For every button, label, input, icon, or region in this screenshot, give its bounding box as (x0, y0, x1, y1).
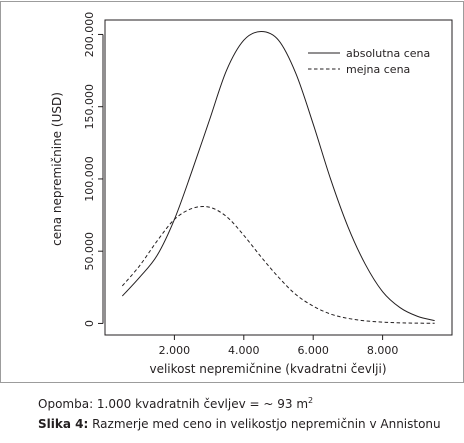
x-tick-label: 8.000 (367, 344, 399, 357)
y-axis-label: cena nepremičnine (USD) (50, 92, 64, 246)
legend-label: absolutna cena (346, 47, 430, 60)
y-tick-label: 100.000 (83, 156, 96, 202)
figure-caption: Slika 4: Razmerje med ceno in velikostjo… (38, 417, 441, 431)
footnote: Opomba: 1.000 kvadratnih čevljev = ~ 93 … (38, 396, 313, 411)
y-tick-label: 150.000 (83, 84, 96, 130)
x-axis-label: velikost nepremičnine (kvadratni čevlji) (149, 362, 386, 376)
footnote-text: Opomba: 1.000 kvadratnih čevljev = ~ 93 … (38, 397, 309, 411)
y-tick-label: 0 (83, 320, 96, 327)
y-tick-label: 200.000 (83, 12, 96, 58)
x-tick-label: 2.000 (159, 344, 191, 357)
series-line-2 (121, 205, 435, 324)
legend-label: mejna cena (346, 63, 410, 76)
x-tick-label: 6.000 (297, 344, 329, 357)
caption-label: Slika 4: (38, 417, 89, 431)
y-axis: 0 50.000 100.000 150.000 200.000 (83, 12, 104, 327)
legend: absolutna cena mejna cena (308, 47, 430, 76)
x-tick-label: 4.000 (228, 344, 260, 357)
y-tick-label: 50.000 (83, 232, 96, 271)
series-layer (121, 31, 435, 324)
x-axis: 2.000 4.000 6.000 8.000 (159, 334, 399, 357)
caption-text: Razmerje med ceno in velikostjo nepremič… (88, 417, 441, 431)
footnote-superscript: 2 (308, 396, 314, 405)
